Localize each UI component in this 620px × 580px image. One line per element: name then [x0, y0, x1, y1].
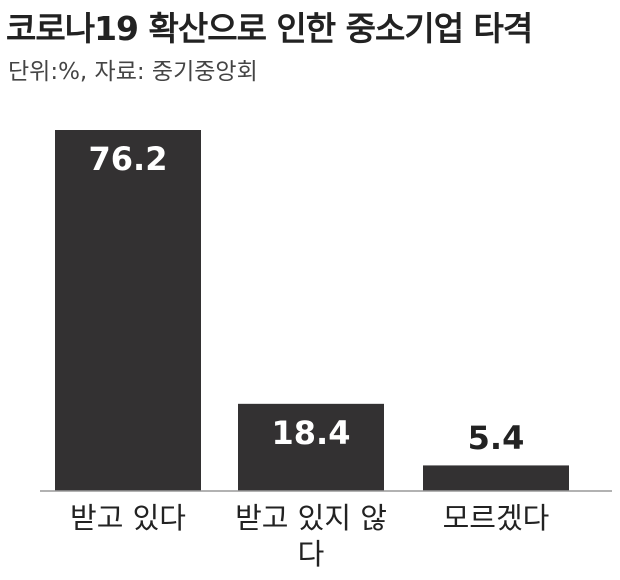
bar	[55, 130, 201, 491]
chart-title: 코로나19 확산으로 인한 중소기업 타격	[6, 9, 533, 48]
bar	[423, 465, 569, 491]
chart-subtitle: 단위:%, 자료: 중기중앙회	[8, 59, 258, 85]
x-tick-label: 받고 있지 않다	[235, 501, 387, 571]
x-tick-label: 모르겠다	[442, 501, 550, 535]
x-tick-label: 받고 있다	[70, 501, 186, 535]
bar	[238, 403, 384, 491]
value-label: 76.2	[88, 140, 168, 178]
value-label: 5.4	[467, 419, 525, 458]
value-label: 18.4	[271, 413, 351, 452]
